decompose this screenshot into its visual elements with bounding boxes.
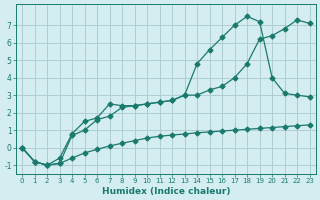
X-axis label: Humidex (Indice chaleur): Humidex (Indice chaleur): [101, 187, 230, 196]
